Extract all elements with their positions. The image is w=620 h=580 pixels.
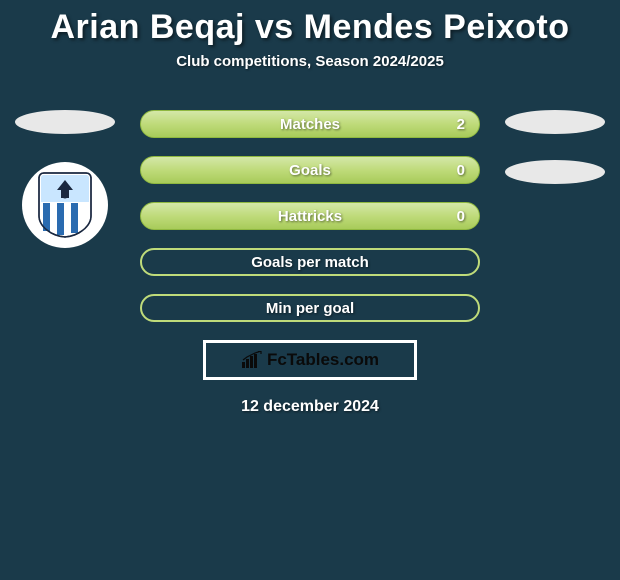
club-badge	[22, 162, 108, 248]
page-subtitle: Club competitions, Season 2024/2025	[176, 53, 444, 70]
stats-column: Matches 2 Goals 0 Hattricks 0 Goals per …	[140, 110, 480, 322]
stat-bar-min-per-goal: Min per goal	[140, 294, 480, 322]
date-label: 12 december 2024	[241, 398, 379, 416]
logo-text: FcTables.com	[267, 350, 379, 370]
page-title: Arian Beqaj vs Mendes Peixoto	[51, 8, 570, 47]
infographic-container: Arian Beqaj vs Mendes Peixoto Club compe…	[0, 0, 620, 580]
stat-bar-goals: Goals 0	[140, 156, 480, 184]
shield-icon	[37, 172, 93, 238]
left-column	[10, 110, 120, 322]
stat-value: 0	[457, 208, 465, 225]
stat-label: Min per goal	[266, 300, 354, 317]
stat-bar-goals-per-match: Goals per match	[140, 248, 480, 276]
chart-icon	[241, 351, 263, 369]
player-oval-right-2	[505, 160, 605, 184]
stat-bar-matches: Matches 2	[140, 110, 480, 138]
stat-value: 2	[457, 116, 465, 133]
main-area: Matches 2 Goals 0 Hattricks 0 Goals per …	[0, 110, 620, 322]
stat-label: Matches	[280, 116, 340, 133]
right-column	[500, 110, 610, 322]
player-oval-left	[15, 110, 115, 134]
stat-label: Goals	[289, 162, 331, 179]
player-oval-right-1	[505, 110, 605, 134]
fctables-logo: FcTables.com	[203, 340, 417, 380]
stat-value: 0	[457, 162, 465, 179]
stat-bar-hattricks: Hattricks 0	[140, 202, 480, 230]
stat-label: Goals per match	[251, 254, 369, 271]
stat-label: Hattricks	[278, 208, 342, 225]
